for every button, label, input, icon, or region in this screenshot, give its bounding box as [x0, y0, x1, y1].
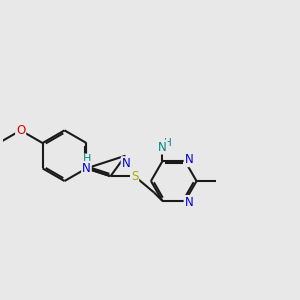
Text: N: N	[184, 196, 193, 209]
Text: N: N	[184, 153, 193, 166]
Text: N: N	[158, 141, 167, 154]
Text: H: H	[164, 138, 172, 148]
Text: S: S	[131, 170, 138, 183]
Text: N: N	[122, 157, 130, 170]
Text: O: O	[16, 124, 25, 137]
Text: N: N	[82, 162, 91, 175]
Text: H: H	[83, 154, 91, 164]
